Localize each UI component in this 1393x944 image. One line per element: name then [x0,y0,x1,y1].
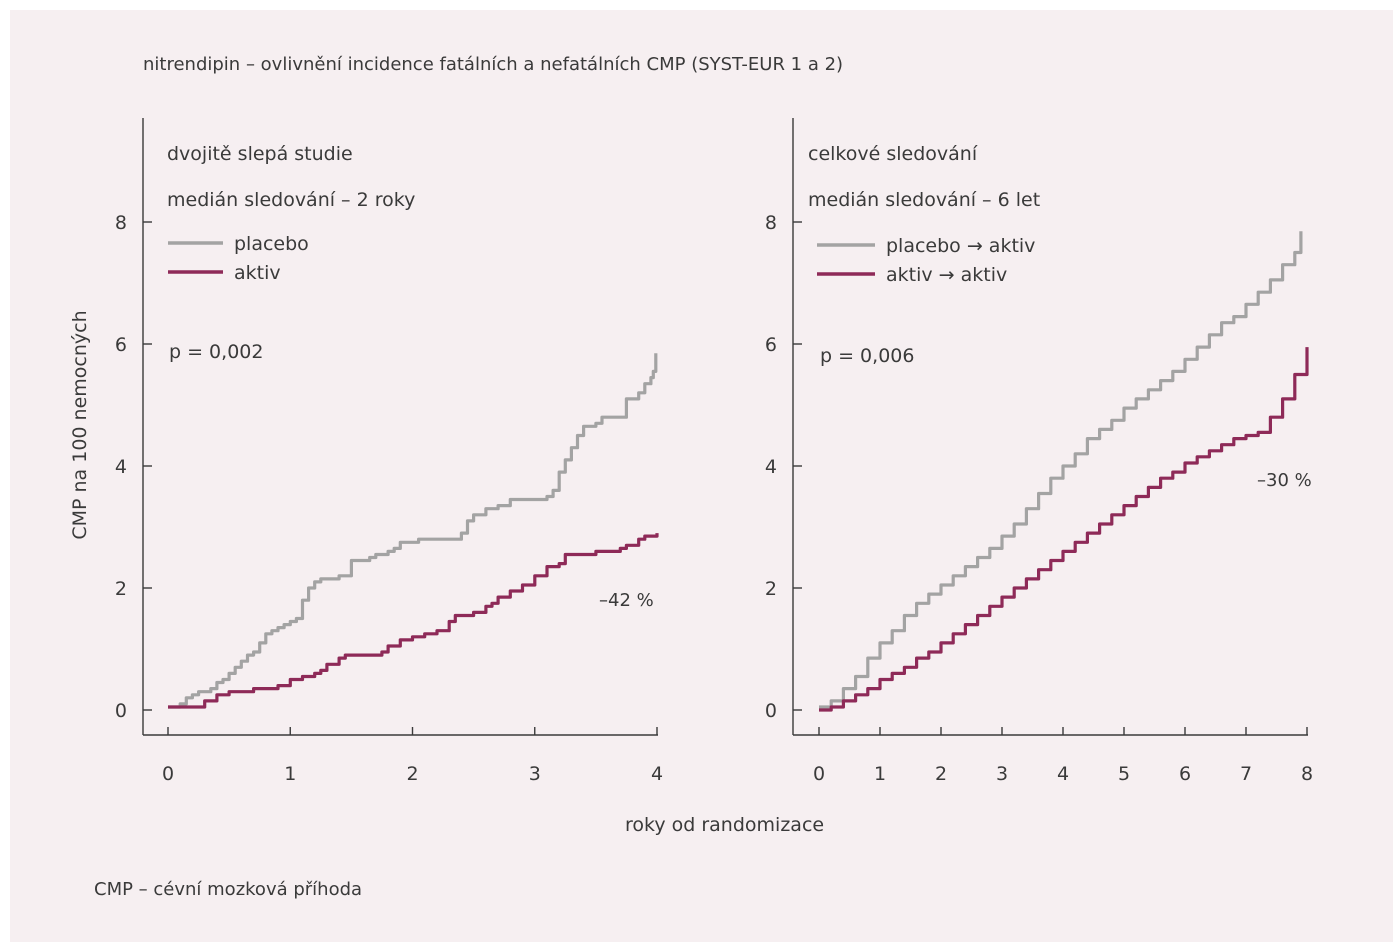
x-tick-label: 3 [996,763,1008,785]
x-tick-label: 4 [1057,763,1069,785]
y-tick-label: 4 [765,456,777,478]
x-tick-label: 6 [1179,763,1191,785]
x-tick-label: 0 [162,763,174,785]
series-line [819,347,1309,712]
panel-follow-up-note: medián sledování – 2 roky [167,189,415,211]
risk-reduction: –30 % [1257,470,1312,491]
risk-reduction: –42 % [599,590,654,611]
panel-subtitle: dvojitě slepá studie [167,143,353,165]
x-tick-label: 0 [813,763,825,785]
x-tick-label: 7 [1240,763,1252,785]
y-tick-label: 8 [765,212,777,234]
legend-label: placebo [234,233,309,255]
x-tick-label: 1 [284,763,296,785]
legend-label: placebo → aktiv [886,235,1035,257]
p-value: p = 0,006 [820,345,914,367]
panel-subtitle: celkové sledování [808,143,978,165]
panel-total-followup: 0 1 2 3 4 5 6 7 8 0 2 4 6 8 celkové sledování medián sl… [765,118,1313,785]
y-tick-label: 4 [115,456,127,478]
x-tick-label: 2 [406,763,418,785]
y-tick-label: 2 [765,578,777,600]
series-line [168,353,658,709]
y-tick-label: 6 [765,334,777,356]
series-line [819,231,1303,709]
footnote: CMP – cévní mozková příhoda [94,879,362,900]
y-axis-label: CMP na 100 nemocných [69,310,91,539]
p-value: p = 0,002 [169,341,263,363]
y-tick-label: 8 [115,212,127,234]
x-tick-label: 2 [935,763,947,785]
x-tick-label: 8 [1301,763,1313,785]
panel-double-blind: 0 1 2 3 4 0 2 4 6 8 dvojitě slepá studie medián sle… [115,118,663,785]
y-tick-label: 0 [765,700,777,722]
x-axis-label: roky od randomizace [625,814,824,836]
legend-label: aktiv [234,262,281,284]
y-tick-label: 2 [115,578,127,600]
legend-label: aktiv → aktiv [886,264,1007,286]
figure-background [10,10,1393,942]
series-line [168,533,659,709]
x-tick-label: 3 [529,763,541,785]
panel-follow-up-note: medián sledování – 6 let [808,189,1040,211]
x-tick-label: 5 [1118,763,1130,785]
x-tick-label: 4 [651,763,663,785]
y-tick-label: 6 [115,334,127,356]
x-tick-label: 1 [874,763,886,785]
y-tick-label: 0 [115,700,127,722]
figure-title: nitrendipin – ovlivnění incidence fatáln… [143,54,843,75]
